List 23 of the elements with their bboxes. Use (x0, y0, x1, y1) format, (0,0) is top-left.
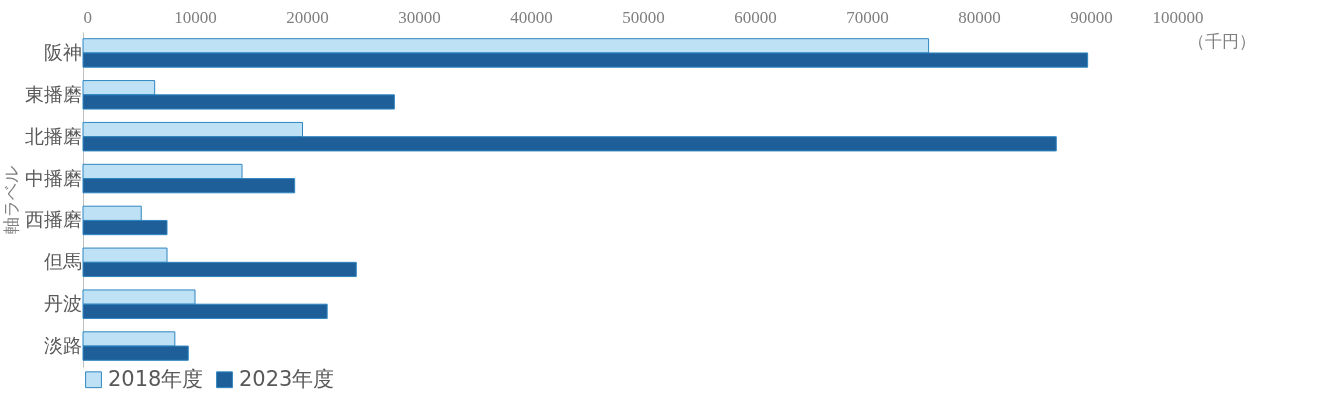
annotation: （千円） (1188, 32, 1256, 51)
legend-label: 2023年度 (239, 366, 335, 391)
x-tick-label: 50000 (622, 7, 665, 27)
y-tick-label: 西播磨 (24, 208, 82, 231)
x-tick-label: 80000 (958, 7, 1001, 27)
y-tick-label: 北播磨 (24, 124, 82, 147)
y-tick-label: 淡路 (43, 334, 82, 357)
x-tick-label: 100000 (1152, 7, 1204, 27)
y-axis-title: 軸ラベル (0, 166, 21, 234)
x-tick-label: 10000 (174, 7, 217, 27)
legend-label: 2018年度 (108, 366, 204, 391)
x-tick-label: 0 (83, 7, 92, 27)
y-tick-label: 東播磨 (24, 82, 82, 105)
y-tick-label: 阪神 (43, 40, 82, 63)
y-tick-label: 丹波 (43, 292, 82, 315)
y-tick-label: 但馬 (43, 250, 82, 273)
x-tick-label: 70000 (846, 7, 889, 27)
x-tick-label: 40000 (510, 7, 553, 27)
x-tick-label: 90000 (1070, 7, 1113, 27)
y-tick-label: 中播磨 (24, 166, 82, 189)
x-tick-label: 30000 (398, 7, 441, 27)
x-tick-label: 20000 (286, 7, 329, 27)
x-tick-label: 60000 (734, 7, 777, 27)
